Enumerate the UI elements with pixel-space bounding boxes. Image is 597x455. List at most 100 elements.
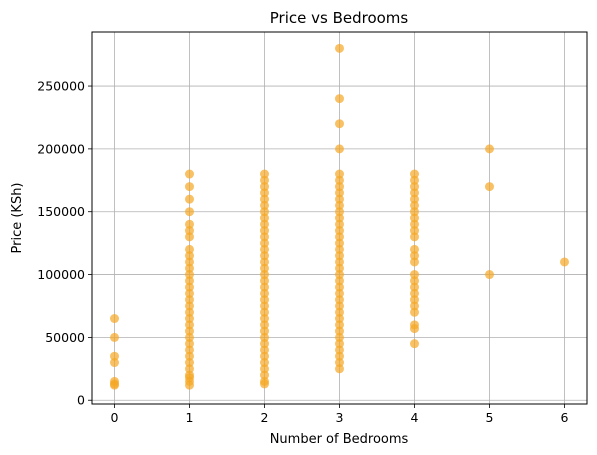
data-point <box>410 169 419 179</box>
data-point <box>335 307 344 317</box>
data-point <box>260 213 269 223</box>
data-point <box>410 188 419 198</box>
data-point <box>335 144 344 154</box>
data-point <box>260 238 269 248</box>
data-point <box>335 119 344 129</box>
x-tick-label: 4 <box>411 410 419 425</box>
data-point <box>410 244 419 254</box>
data-point <box>335 295 344 305</box>
y-tick-label: 200000 <box>37 141 85 156</box>
data-point <box>335 232 344 242</box>
data-point <box>260 295 269 305</box>
data-point <box>185 276 194 286</box>
data-point <box>260 169 269 179</box>
x-tick-label: 3 <box>336 410 344 425</box>
data-point <box>110 351 119 361</box>
data-point <box>260 364 269 374</box>
data-point <box>185 351 194 361</box>
data-point <box>410 194 419 204</box>
y-tick-label: 50000 <box>45 330 85 345</box>
y-tick-label: 0 <box>77 393 85 408</box>
data-point <box>185 332 194 342</box>
data-point <box>185 257 194 267</box>
data-point <box>410 339 419 349</box>
data-point <box>110 332 119 342</box>
data-point <box>260 232 269 242</box>
data-point <box>335 332 344 342</box>
data-point <box>485 270 494 280</box>
data-point <box>185 364 194 374</box>
data-point <box>260 282 269 292</box>
data-point <box>335 320 344 330</box>
data-point <box>335 270 344 280</box>
x-tick-label: 1 <box>186 410 194 425</box>
x-tick-label: 6 <box>561 410 569 425</box>
data-point <box>185 314 194 324</box>
data-point <box>335 169 344 179</box>
data-point <box>335 301 344 311</box>
data-point <box>110 314 119 324</box>
data-point <box>410 200 419 210</box>
data-point <box>185 282 194 292</box>
data-point <box>410 213 419 223</box>
data-point <box>185 295 194 305</box>
data-point <box>410 324 419 334</box>
data-points <box>110 43 569 390</box>
x-axis-label: Number of Bedrooms <box>270 432 409 447</box>
data-point <box>485 182 494 192</box>
data-point <box>260 345 269 355</box>
data-point <box>335 345 344 355</box>
data-point <box>335 238 344 248</box>
data-point <box>335 351 344 361</box>
data-point <box>335 257 344 267</box>
data-point <box>410 251 419 261</box>
data-point <box>260 175 269 185</box>
data-point <box>335 207 344 217</box>
y-axis-ticks: 0 50000 100000 150000 200000 250000 <box>37 79 92 408</box>
data-point <box>260 326 269 336</box>
data-point <box>185 182 194 192</box>
data-point <box>260 314 269 324</box>
data-point <box>335 219 344 229</box>
data-point <box>185 339 194 349</box>
data-point <box>260 257 269 267</box>
data-point <box>335 244 344 254</box>
data-point <box>560 257 569 267</box>
x-tick-label: 2 <box>261 410 269 425</box>
data-point <box>185 219 194 229</box>
data-point <box>335 94 344 104</box>
data-point <box>335 226 344 236</box>
data-point <box>260 182 269 192</box>
data-point <box>110 358 119 368</box>
chart-title: Price vs Bedrooms <box>270 9 409 27</box>
data-point <box>335 364 344 374</box>
data-point <box>410 295 419 305</box>
data-point <box>260 200 269 210</box>
data-point <box>410 226 419 236</box>
data-point <box>185 270 194 280</box>
data-point <box>335 358 344 368</box>
data-point <box>260 219 269 229</box>
data-point <box>335 282 344 292</box>
data-point <box>260 370 269 380</box>
x-tick-label: 0 <box>111 410 119 425</box>
data-point <box>335 314 344 324</box>
data-point <box>185 244 194 254</box>
data-point <box>260 188 269 198</box>
data-point <box>335 175 344 185</box>
data-point <box>260 276 269 286</box>
data-point <box>185 307 194 317</box>
data-point <box>185 194 194 204</box>
data-point <box>335 200 344 210</box>
data-point <box>410 282 419 292</box>
data-point <box>260 251 269 261</box>
data-point <box>410 219 419 229</box>
data-point <box>260 379 269 389</box>
data-point <box>260 288 269 298</box>
data-point <box>335 263 344 273</box>
data-point <box>185 263 194 273</box>
data-point <box>260 358 269 368</box>
data-point <box>185 301 194 311</box>
data-point <box>260 307 269 317</box>
